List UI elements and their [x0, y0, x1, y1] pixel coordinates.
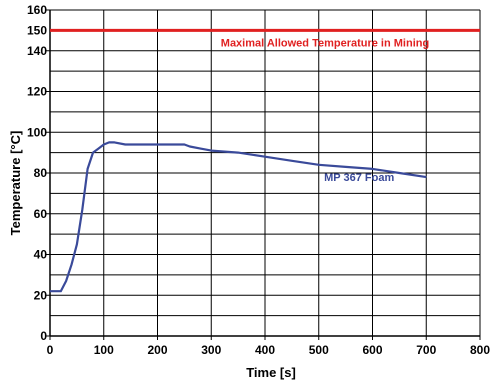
y-axis-ticks: 0 20 40 60 80 100 120 140 160: [27, 3, 50, 343]
x-tick-label: 800: [470, 343, 490, 357]
x-tick-label: 600: [362, 343, 382, 357]
x-tick-label: 300: [201, 343, 221, 357]
y-tick-label: 40: [34, 248, 48, 262]
x-tick-label: 0: [47, 343, 54, 357]
x-tick-label: 500: [309, 343, 329, 357]
y-tick-label: 20: [34, 288, 48, 302]
series-line-mp-367-foam: [50, 141, 427, 293]
x-tick-label: 700: [416, 343, 436, 357]
series-layer: [50, 141, 427, 293]
annotations: MP 367 Foam: [324, 172, 394, 184]
y-tick-label: 80: [34, 166, 48, 180]
y-tick-label: 120: [27, 85, 47, 99]
y-axis-title: Temperature [°C]: [8, 131, 23, 236]
x-tick-label: 200: [147, 343, 167, 357]
max-temperature-value-label: 150: [27, 23, 47, 37]
x-tick-label: 100: [94, 343, 114, 357]
x-tick-label: 400: [255, 343, 275, 357]
y-tick-label: 140: [27, 44, 47, 58]
y-tick-label: 60: [34, 207, 48, 221]
max-temperature-label: Maximal Allowed Temperature in Mining: [221, 37, 429, 49]
y-tick-label: 0: [40, 329, 47, 343]
y-tick-label: 160: [27, 3, 47, 17]
x-axis-title: Time [s]: [246, 365, 296, 380]
x-axis-ticks: 0 100 200 300 400 500 600 700 800: [47, 336, 490, 357]
reference-lines: Maximal Allowed Temperature in Mining 150: [27, 23, 480, 49]
y-tick-label: 100: [27, 125, 47, 139]
grid: [50, 9, 481, 336]
series-annotation: MP 367 Foam: [324, 172, 394, 184]
